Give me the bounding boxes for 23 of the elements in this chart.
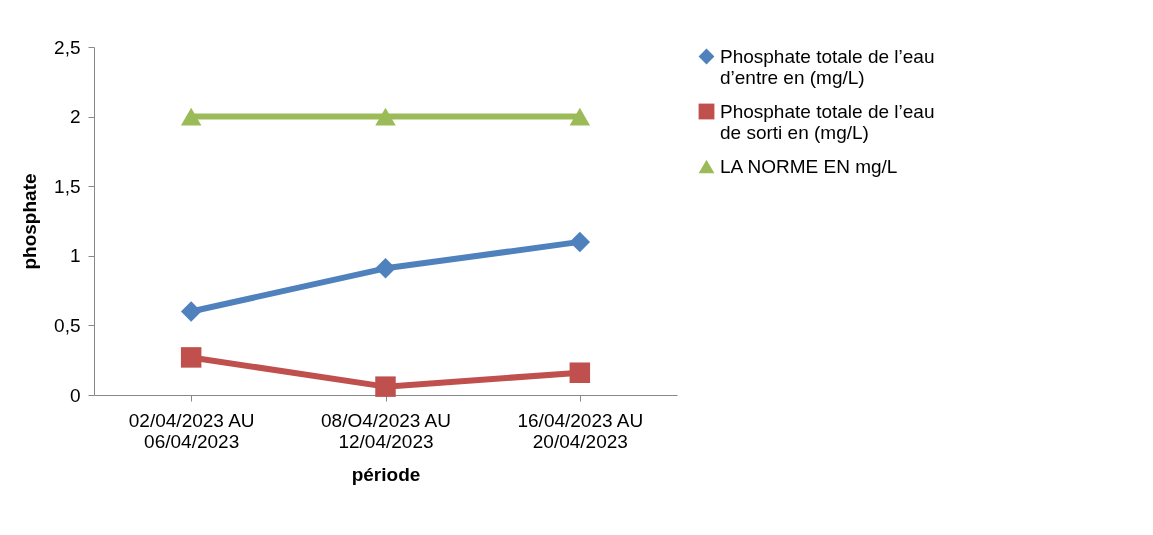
point (569, 107, 591, 126)
legend-label: LA NORME EN mg/L (720, 155, 898, 177)
legend-label: Phosphate totale de l’eau d’entre en (mg/L) (720, 45, 935, 88)
y-tick-label: 0,5 (54, 314, 81, 336)
point (375, 107, 396, 126)
y-tick-label: 2 (69, 106, 81, 128)
point (569, 231, 591, 253)
point (569, 362, 591, 383)
y-tick-label: 0 (69, 384, 81, 406)
point (180, 107, 202, 126)
point (375, 258, 396, 279)
y-tick-label: 1 (69, 245, 81, 267)
legend-label: Phosphate totale de l’eau de sorti en (mg/L) (720, 100, 935, 143)
x-axis-title: période (351, 463, 421, 485)
x-tick-label: 08/O4/2023 AU 12/04/2023 (321, 409, 451, 452)
x-tick-label: 16/04/2023 AU 20/04/2023 (517, 409, 644, 452)
y-tick-label: 1,5 (54, 175, 81, 197)
point (375, 376, 396, 397)
point (180, 301, 202, 322)
point (180, 347, 202, 368)
y-axis-title: phosphate (19, 173, 41, 270)
y-tick-label: 2,5 (54, 36, 81, 58)
x-tick-label: 02/04/2023 AU 06/04/2023 (128, 409, 255, 452)
